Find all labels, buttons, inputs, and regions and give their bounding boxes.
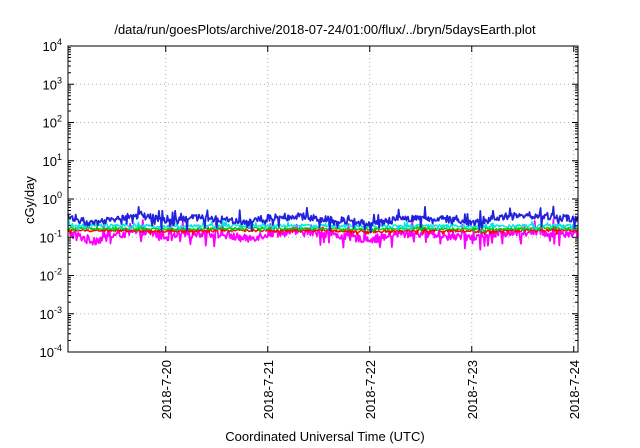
y-tick-label: 10-2 <box>40 267 62 284</box>
series-line-5 <box>67 205 579 234</box>
x-axis: 2018-7-20 2018-7-21 2018-7-22 2018-7-23 2018… <box>159 46 582 419</box>
grid-lines <box>68 46 578 352</box>
x-tick-label: 2018-7-22 <box>363 360 378 419</box>
y-tick-label: 102 <box>43 114 62 131</box>
y-axis-label: cGy/day <box>22 176 37 224</box>
y-tick-label: 101 <box>43 152 62 169</box>
x-tick-label: 2018-7-23 <box>465 360 480 419</box>
x-tick-label: 2018-7-21 <box>261 360 276 419</box>
series-layer <box>67 205 579 251</box>
y-tick-label: 10-1 <box>40 228 62 245</box>
x-tick-label: 2018-7-20 <box>159 360 174 419</box>
y-tick-label: 10-3 <box>40 305 62 322</box>
y-tick-label: 103 <box>43 75 62 92</box>
y-tick-label: 104 <box>43 37 62 54</box>
y-tick-label: 10-4 <box>40 343 62 360</box>
y-tick-label: 100 <box>43 190 62 207</box>
chart-title: /data/run/goesPlots/archive/2018-07-24/0… <box>114 22 536 37</box>
x-tick-label: 2018-7-24 <box>567 360 582 419</box>
x-axis-label: Coordinated Universal Time (UTC) <box>225 429 424 444</box>
